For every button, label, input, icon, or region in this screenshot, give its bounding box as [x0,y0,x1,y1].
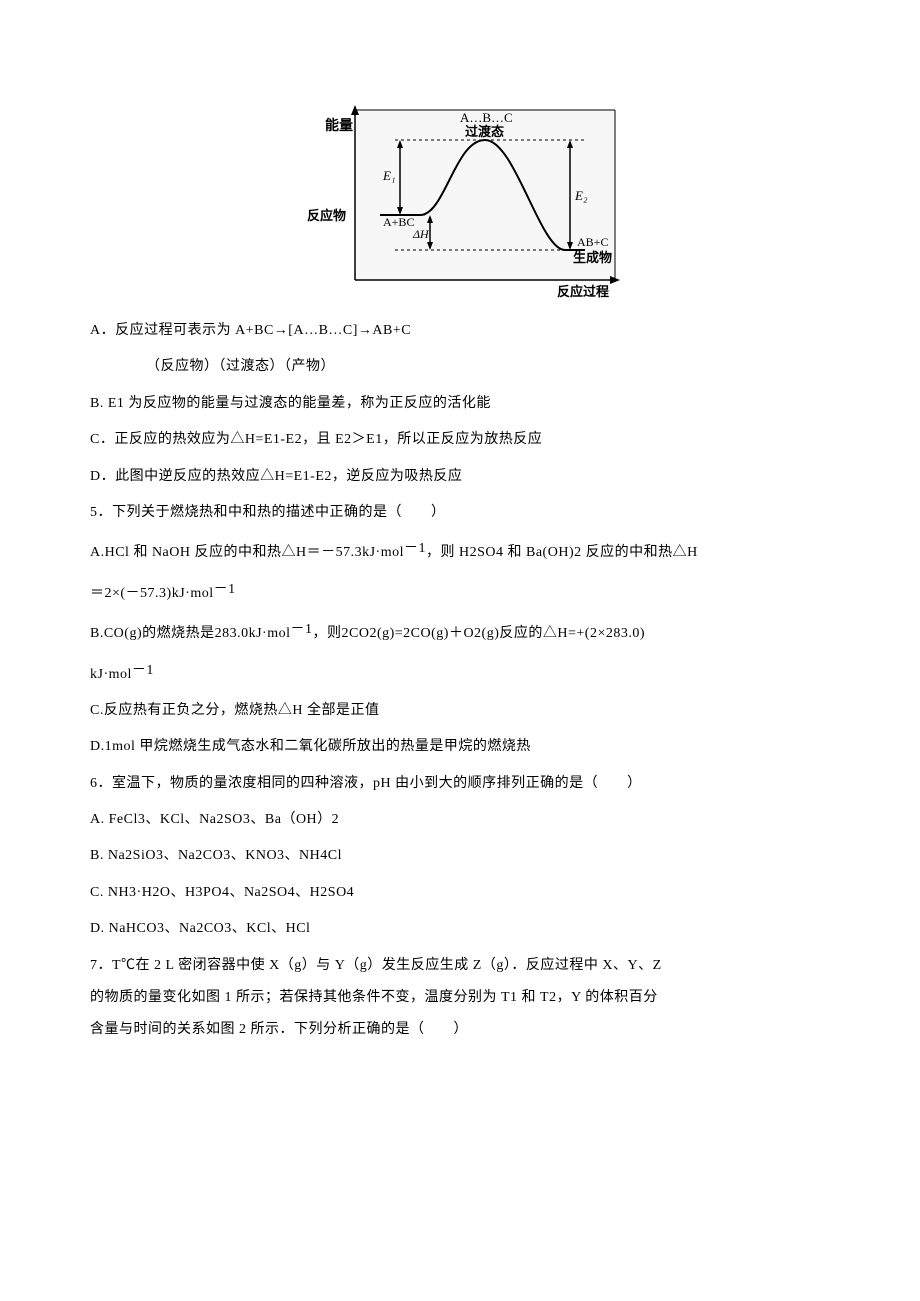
svg-text:反应过程: 反应过程 [557,284,609,299]
q5a-post: ，则 H2SO4 和 Ba(OH)2 反应的中和热△H [426,545,698,560]
q6-option-a: A. FeCl3、KCl、Na2SO3、Ba（OH）2 [90,809,830,831]
q5a-line2-pre: ＝2×(－57.3)kJ·mol [90,586,214,601]
option-c: C．正反应的热效应为△H=E1-E2，且 E2＞E1，所以正反应为放热反应 [90,429,830,451]
svg-text:E₁: E₁ [382,168,395,183]
exp-minus1-c: －1 [291,622,313,637]
option-a: A．反应过程可表示为 A+BC→[A…B…C]→AB+C [90,320,830,342]
exp-minus1: －1 [404,541,426,556]
q6-option-d: D. NaHCO3、Na2CO3、KCl、HCl [90,918,830,940]
option-b: B. E1 为反应物的能量与过渡态的能量差，称为正反应的活化能 [90,393,830,415]
exp-minus1-b: －1 [214,582,236,597]
svg-text:过渡态: 过渡态 [465,124,504,139]
q5-option-a: A.HCl 和 NaOH 反应的中和热△H＝－57.3kJ·mol－1，则 H2… [90,538,830,564]
svg-text:能量: 能量 [325,117,353,134]
svg-text:生成物: 生成物 [573,250,612,265]
q5-option-a-line2: ＝2×(－57.3)kJ·mol－1 [90,579,830,605]
question-6: 6．室温下，物质的量浓度相同的四种溶液，pH 由小到大的顺序排列正确的是（ ） [90,773,830,795]
question-7-line2: 的物质的量变化如图 1 所示；若保持其他条件不变，温度分别为 T1 和 T2，Y… [90,987,830,1009]
option-a-sub: （反应物）（过渡态）（产物） [146,356,830,378]
q5b-line2: kJ·mol [90,667,132,682]
q6-option-b: B. Na2SiO3、Na2CO3、KNO3、NH4Cl [90,845,830,867]
q5-option-d: D.1mol 甲烷燃烧生成气态水和二氧化碳所放出的热量是甲烷的燃烧热 [90,736,830,758]
svg-text:A+BC: A+BC [383,215,414,229]
q6-option-c: C. NH3·H2O、H3PO4、Na2SO4、H2SO4 [90,882,830,904]
q5b-mid: ，则2CO2(g)=2CO(g)＋O2(g)反应的△H=+(2×283.0) [313,626,646,641]
question-7-line1: 7．T℃在 2 L 密闭容器中使 X（g）与 Y（g）发生反应生成 Z（g）．反… [90,955,830,977]
svg-text:E₂: E₂ [574,188,588,203]
q5-option-b: B.CO(g)的燃烧热是283.0kJ·mol－1，则2CO2(g)=2CO(g… [90,619,830,645]
q5a-pre: A.HCl 和 NaOH 反应的中和热△H＝－57.3kJ·mol [90,545,404,560]
svg-text:AB+C: AB+C [577,235,608,249]
q5-option-b-line2: kJ·mol－1 [90,660,830,686]
question-5: 5．下列关于燃烧热和中和热的描述中正确的是（ ） [90,502,830,524]
svg-text:反应物: 反应物 [307,208,346,223]
q5-option-c: C.反应热有正负之分，燃烧热△H 全部是正值 [90,700,830,722]
exp-minus1-d: －1 [132,663,154,678]
option-d: D．此图中逆反应的热效应△H=E1-E2，逆反应为吸热反应 [90,466,830,488]
question-7-line3: 含量与时间的关系如图 2 所示．下列分析正确的是（ ） [90,1019,830,1041]
q5b-pre: B.CO(g)的燃烧热是283.0kJ·mol [90,626,291,641]
svg-text:ΔH: ΔH [412,227,430,241]
energy-diagram: 能量 A…B…C 过渡态 E₁ E₂ 反应物 A+BC ΔH AB+C 生成物 … [295,100,625,300]
svg-text:A…B…C: A…B…C [460,110,513,125]
